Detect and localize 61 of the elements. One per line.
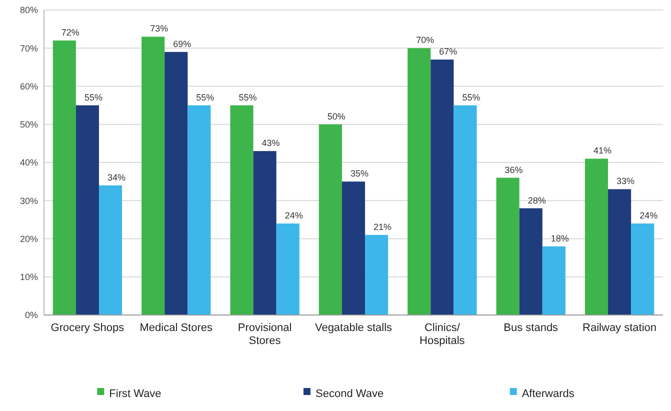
data-label: 55% <box>196 92 214 102</box>
x-tick-label: Grocery Shops <box>50 322 125 334</box>
x-tick-label: Bus stands <box>504 322 559 334</box>
data-label: 35% <box>350 168 369 179</box>
bar <box>230 105 254 315</box>
data-label: 41% <box>593 146 612 156</box>
bar <box>76 105 99 315</box>
data-label: 72% <box>61 28 80 38</box>
bar <box>188 105 211 315</box>
y-tick-label: 80% <box>20 5 38 16</box>
y-tick-label: 10% <box>20 272 38 282</box>
bar <box>430 60 454 315</box>
x-tick-label: Medical Stores <box>140 322 214 334</box>
data-label: 67% <box>439 46 458 57</box>
legend-label: Second Wave <box>316 388 384 400</box>
data-label: 55% <box>238 92 257 102</box>
bar <box>52 40 76 315</box>
data-label: 50% <box>327 111 346 122</box>
bar <box>519 208 542 315</box>
data-label: 33% <box>616 176 635 186</box>
y-tick-label: 30% <box>20 196 38 206</box>
data-label: 24% <box>284 210 303 220</box>
y-tick-label: 60% <box>20 81 38 92</box>
data-label: 18% <box>550 233 569 244</box>
bar <box>408 48 431 315</box>
data-label: 28% <box>528 195 546 206</box>
bar <box>542 246 566 315</box>
y-tick-label: 20% <box>20 234 38 244</box>
bar <box>253 151 276 315</box>
data-label: 36% <box>504 164 523 175</box>
data-label: 69% <box>173 38 192 49</box>
legend-label: Afterwards <box>522 388 575 400</box>
bar <box>342 182 366 315</box>
data-label: 24% <box>640 210 658 220</box>
legend-label: First Wave <box>109 388 162 400</box>
bar <box>276 224 300 315</box>
bar <box>496 178 520 315</box>
data-label: 34% <box>108 172 126 182</box>
bar <box>454 105 477 315</box>
data-label: 21% <box>374 222 392 232</box>
y-tick-label: 0% <box>24 310 38 320</box>
data-label: 70% <box>416 35 434 46</box>
bar <box>365 234 388 315</box>
bar <box>318 124 342 315</box>
y-tick-label: 50% <box>20 120 38 130</box>
data-label: 43% <box>262 138 280 148</box>
bar <box>142 36 165 315</box>
y-tick-label: 40% <box>20 158 38 168</box>
data-label: 55% <box>462 92 480 102</box>
bar <box>164 52 188 315</box>
data-label: 73% <box>150 24 168 34</box>
x-tick-label: Clinics/ Hospitals <box>420 322 466 347</box>
y-tick-label: 70% <box>20 43 38 54</box>
bar <box>631 224 654 315</box>
data-label: 55% <box>84 92 102 102</box>
x-tick-label: Vegatable stalls <box>314 322 393 334</box>
bar <box>608 189 632 315</box>
bar <box>98 185 122 315</box>
x-tick-label: Railway station <box>582 322 657 334</box>
bar <box>584 158 608 315</box>
x-tick-label: Provisional Stores <box>238 322 292 347</box>
